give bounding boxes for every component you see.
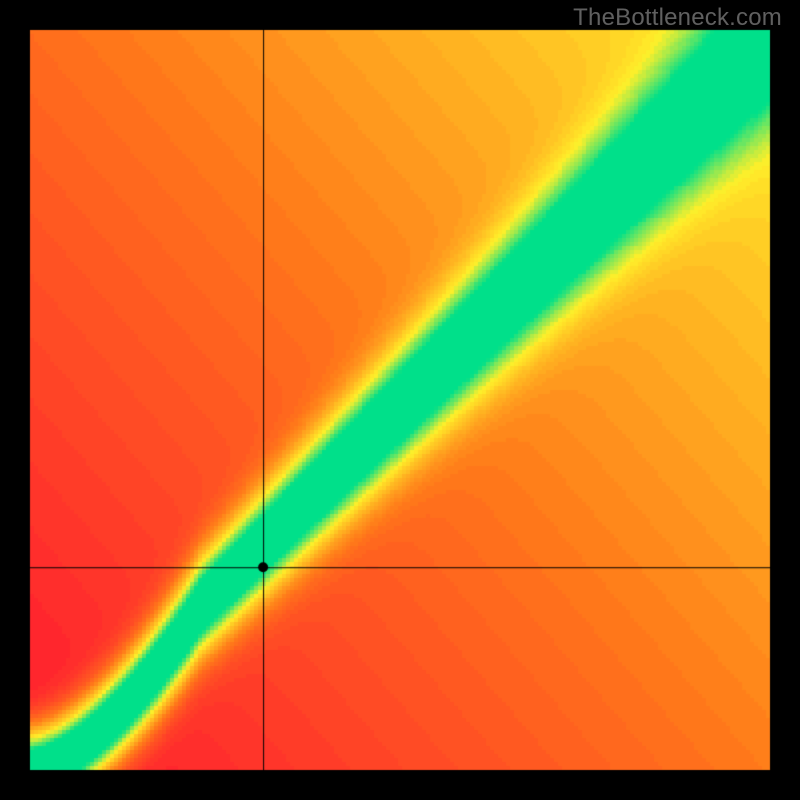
watermark-text: TheBottleneck.com [573, 4, 782, 32]
bottleneck-heatmap [0, 0, 800, 800]
